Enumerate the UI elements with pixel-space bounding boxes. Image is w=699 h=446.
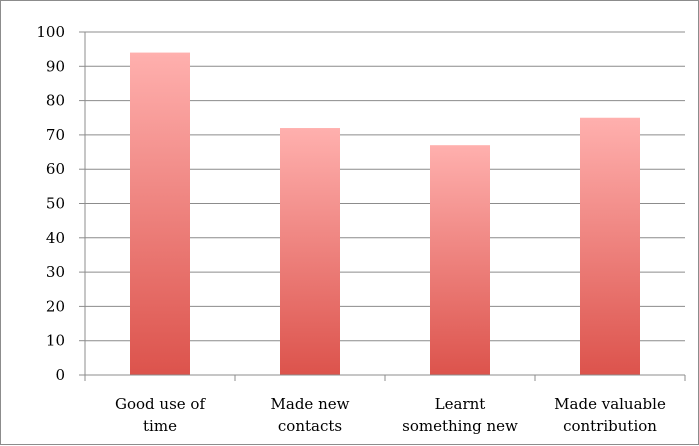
bar [580,117,640,375]
y-tick-label: 60 [46,160,65,178]
x-category-labels: Good use of time Made new contacts Learnt som… [115,395,666,435]
x-category-label-line: Made valuable [554,395,666,413]
x-category-label-line: Made new [271,395,350,413]
bar [280,128,340,375]
x-category-label-line: something new [402,417,518,435]
x-category-label-line: contribution [563,417,657,435]
y-tick-label: 70 [46,126,65,144]
x-category-label-line: contacts [278,417,342,435]
x-category-label-line: Good use of [115,395,206,413]
x-category-label: Made new contacts [271,395,350,435]
x-category-label: Made valuable contribution [554,395,666,435]
y-tick-labels: 0 10 20 30 40 50 60 70 80 90 100 [36,23,65,384]
y-tick-label: 0 [55,366,65,384]
y-tick-label: 80 [46,92,65,110]
x-category-label: Learnt something new [402,395,518,435]
y-tick-label: 10 [46,332,65,350]
y-tick-label: 40 [46,229,65,247]
bar [130,52,190,375]
bar [430,145,490,375]
y-tick-label: 50 [46,195,65,213]
x-category-label: Good use of time [115,395,206,435]
axes [79,31,686,381]
x-category-label-line: Learnt [435,395,486,413]
y-tick-label: 100 [36,23,65,41]
x-category-label-line: time [143,417,177,435]
y-tick-label: 20 [46,297,65,315]
y-tick-label: 90 [46,57,65,75]
bars [130,52,640,375]
y-tick-label: 30 [46,263,65,281]
